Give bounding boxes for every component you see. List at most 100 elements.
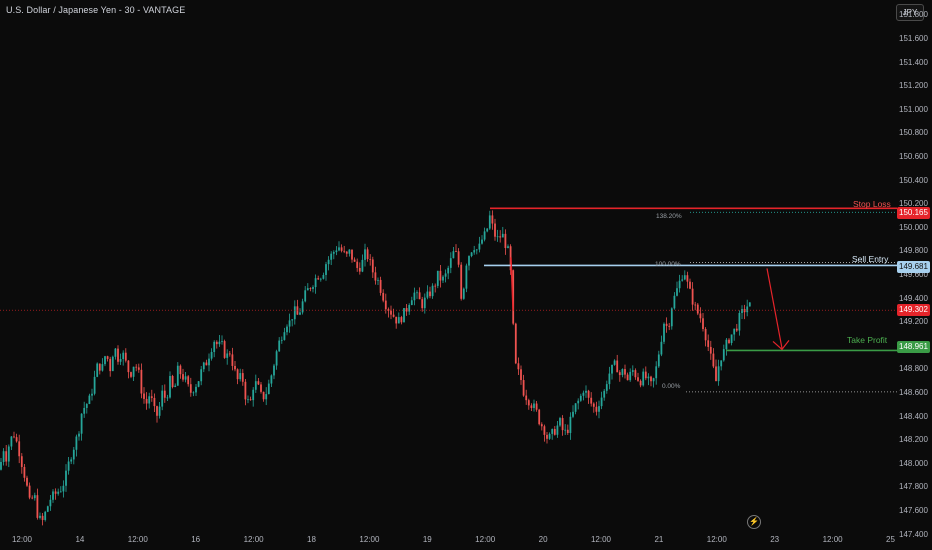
price-tick: 151.600 xyxy=(899,33,928,43)
candle-body xyxy=(728,339,730,343)
candle-body xyxy=(369,258,372,260)
time-tick: 12:00 xyxy=(359,535,380,544)
candle-body xyxy=(460,264,463,299)
candle-body xyxy=(244,381,247,400)
candle-body xyxy=(353,259,356,262)
candle-body xyxy=(395,316,398,324)
lightning-icon[interactable]: ⚡ xyxy=(747,515,761,529)
candle-body xyxy=(668,325,671,327)
candle-body xyxy=(254,381,257,390)
candle-body xyxy=(356,261,359,268)
candle-body xyxy=(491,215,494,224)
candle-body xyxy=(322,274,325,279)
candle-body xyxy=(132,366,135,377)
candle-body xyxy=(639,380,642,386)
candle-body xyxy=(228,353,231,355)
candle-body xyxy=(348,249,351,254)
candle-body xyxy=(325,264,327,275)
candle-body xyxy=(525,395,528,401)
candle-body xyxy=(371,259,374,273)
candle-body xyxy=(418,292,421,300)
candle-body xyxy=(257,381,260,385)
candle-body xyxy=(122,352,125,360)
price-tick: 148.800 xyxy=(899,364,928,374)
price-tick: 149.800 xyxy=(899,246,928,256)
candle-body xyxy=(106,356,109,359)
currency-button[interactable]: JPY xyxy=(896,4,924,21)
price-tick: 147.800 xyxy=(899,482,928,492)
time-tick: 23 xyxy=(770,535,780,544)
candle-body xyxy=(392,314,395,317)
candle-body xyxy=(314,278,317,288)
candle-body xyxy=(382,292,385,301)
candle-body xyxy=(163,390,166,398)
candle-body xyxy=(28,485,31,498)
candle-body xyxy=(746,306,749,313)
candle-body xyxy=(72,449,75,460)
time-tick: 12:00 xyxy=(822,535,843,544)
candle-body xyxy=(717,366,720,382)
candle-body xyxy=(345,251,348,254)
price-tick: 149.600 xyxy=(899,270,928,279)
candle-body xyxy=(678,280,681,289)
candle-body xyxy=(374,272,377,281)
fib-138-label: 138.20% xyxy=(656,213,682,220)
candle-body xyxy=(561,418,564,431)
price-tick: 148.400 xyxy=(899,411,928,421)
candle-body xyxy=(696,304,699,314)
candle-body xyxy=(65,470,67,486)
candle-body xyxy=(5,451,8,462)
candle-body xyxy=(663,323,665,342)
candle-body xyxy=(559,418,561,426)
candle-body xyxy=(447,267,450,274)
candle-body xyxy=(275,351,278,366)
candle-body xyxy=(566,429,569,433)
candle-body xyxy=(260,384,262,392)
price-tick: 150.400 xyxy=(899,175,928,185)
time-tick: 12:00 xyxy=(475,535,496,544)
candle-body xyxy=(689,281,691,289)
candle-body xyxy=(319,278,322,280)
candle-body xyxy=(647,376,650,379)
price-tick: 148.200 xyxy=(899,435,928,445)
price-tick: 149.400 xyxy=(899,293,928,303)
candle-body xyxy=(49,499,52,507)
candle-body xyxy=(507,246,509,249)
candle-body xyxy=(379,279,382,293)
candle-body xyxy=(26,477,28,486)
candle-body xyxy=(449,258,452,268)
candle-body xyxy=(119,359,122,362)
candle-body xyxy=(631,370,634,372)
time-tick: 20 xyxy=(538,535,548,544)
candle-body xyxy=(111,356,114,372)
price-tick: 150.200 xyxy=(899,199,928,209)
candle-body xyxy=(0,461,2,470)
candle-body xyxy=(44,511,47,520)
candle-body xyxy=(738,312,741,331)
candle-body xyxy=(262,391,265,400)
candle-body xyxy=(351,249,353,260)
candle-body xyxy=(75,436,78,450)
candle-body xyxy=(127,360,130,373)
candle-body xyxy=(730,334,733,343)
candle-body xyxy=(475,249,478,251)
candle-body xyxy=(20,456,23,467)
candle-body xyxy=(481,239,483,244)
candle-body xyxy=(715,366,717,382)
candle-body xyxy=(332,252,335,254)
candle-body xyxy=(135,366,138,368)
candle-body xyxy=(473,250,476,253)
candle-body xyxy=(694,304,697,306)
symbol-title[interactable]: U.S. Dollar / Japanese Yen - 30 - VANTAG… xyxy=(6,5,186,15)
candle-body xyxy=(676,288,678,296)
price-tick: 148.600 xyxy=(899,388,928,398)
forecast-arrow-shaft xyxy=(766,268,783,349)
current-price-badge: 149.302 xyxy=(897,304,930,316)
candle-body xyxy=(205,362,208,366)
candle-body xyxy=(184,376,187,380)
candle-body xyxy=(455,251,457,252)
candle-body xyxy=(46,506,49,512)
candle-body xyxy=(98,363,101,371)
candle-body xyxy=(114,348,117,357)
